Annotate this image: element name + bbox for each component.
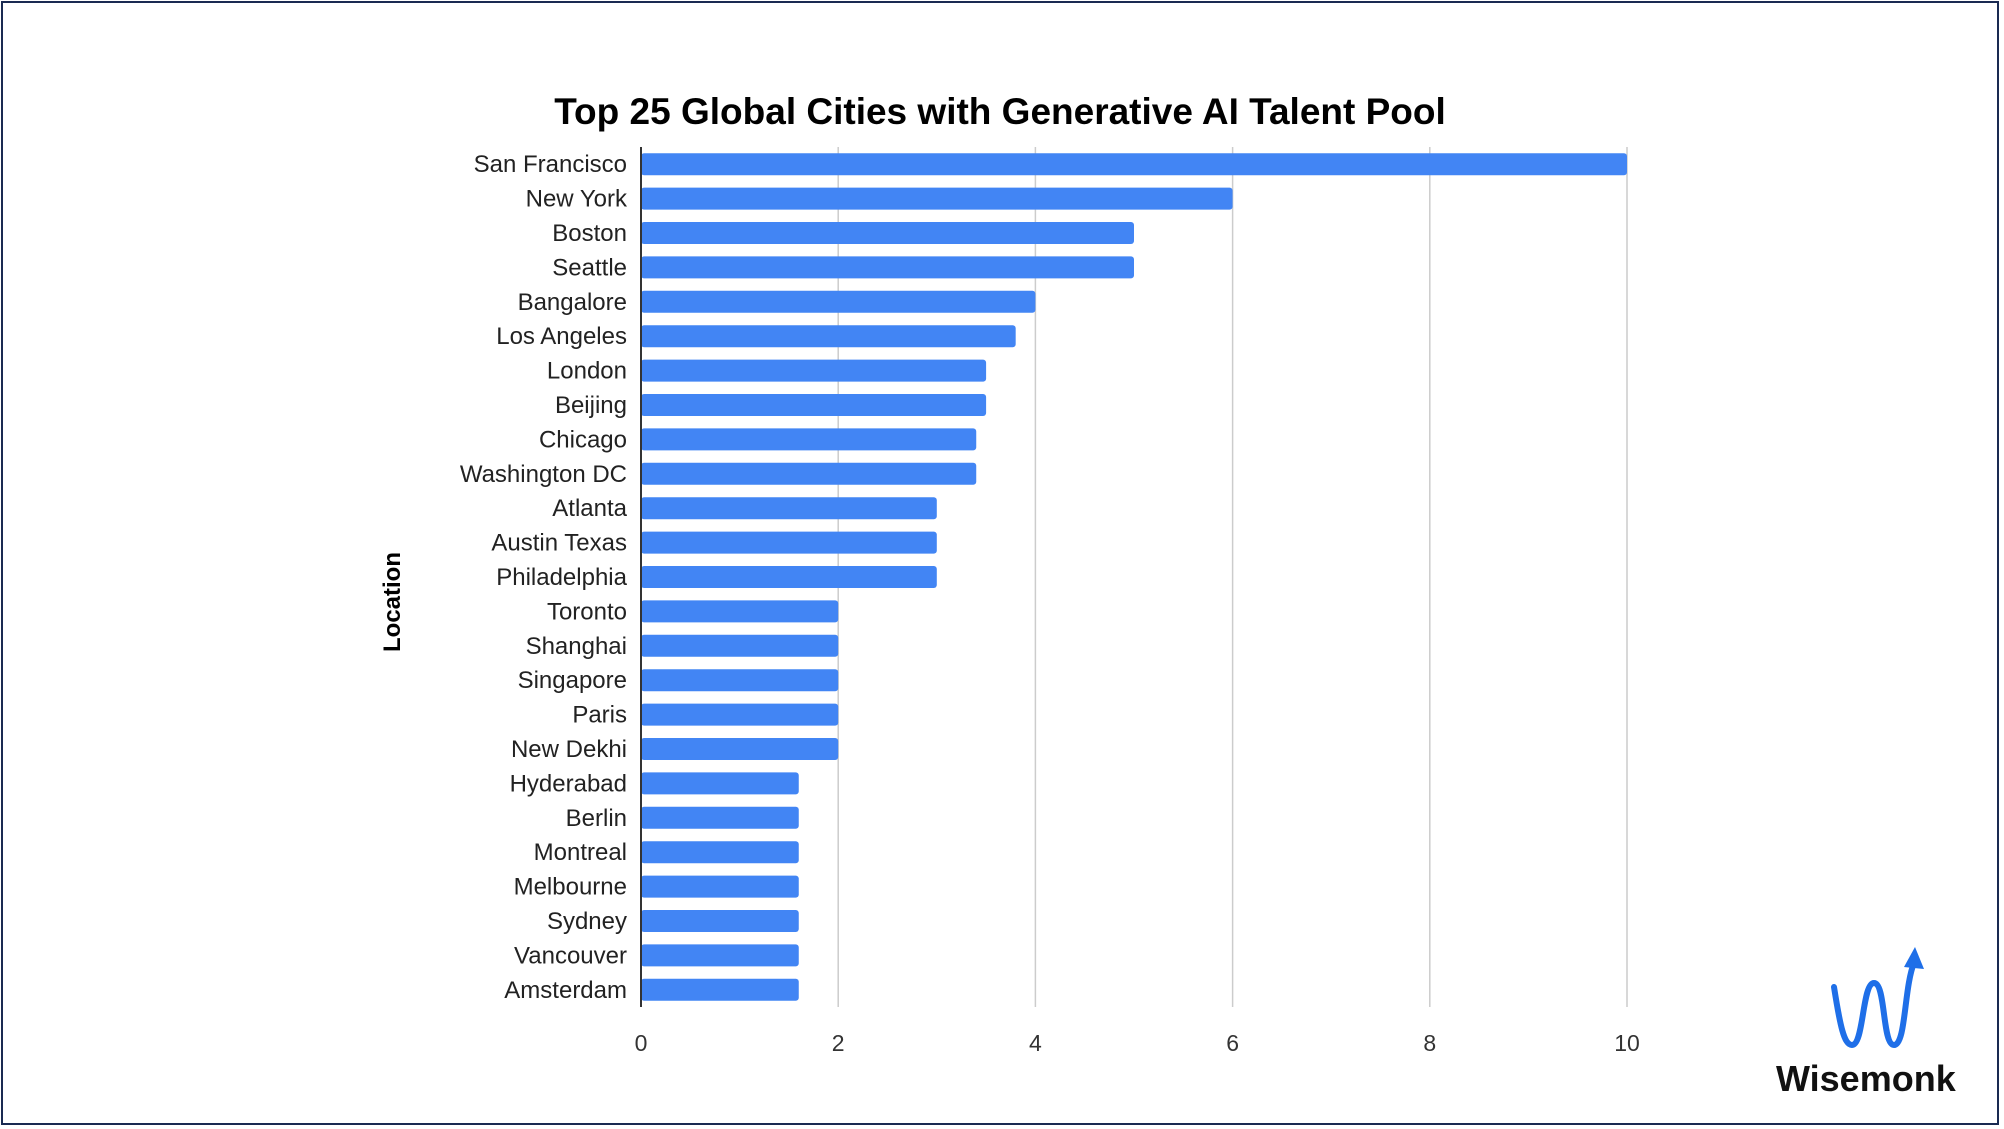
bar <box>641 875 799 898</box>
bar <box>641 359 987 382</box>
x-tick-label: 6 <box>1226 1030 1239 1056</box>
bar <box>641 462 977 485</box>
bar <box>641 222 1134 244</box>
bar <box>641 566 937 588</box>
chart-title: Top 25 Global Cities with Generative AI … <box>554 91 1446 132</box>
bar <box>641 978 799 1001</box>
bar <box>641 772 799 795</box>
category-label: Shanghai <box>526 633 627 660</box>
x-tick-label: 10 <box>1614 1030 1640 1056</box>
bar <box>641 600 839 623</box>
category-label: Atlanta <box>552 495 627 522</box>
bar <box>641 153 1627 176</box>
x-tick-label: 0 <box>635 1030 648 1056</box>
bar <box>641 841 799 864</box>
category-label: Los Angeles <box>496 323 627 350</box>
wisemonk-logo-icon <box>1831 947 1924 1048</box>
category-label: Montreal <box>534 839 627 866</box>
x-tick-label: 4 <box>1029 1030 1042 1056</box>
category-label: Sydney <box>547 908 627 935</box>
bar <box>641 634 839 657</box>
category-label: Washington DC <box>460 461 627 488</box>
category-label: London <box>547 358 627 385</box>
category-label: Boston <box>552 220 627 247</box>
category-label: Beijing <box>555 392 627 419</box>
bar <box>641 531 937 554</box>
bar <box>641 944 799 967</box>
bar <box>641 910 799 932</box>
bar <box>641 290 1036 313</box>
bar <box>641 669 839 692</box>
category-label: Philadelphia <box>496 564 627 591</box>
bar <box>641 394 987 416</box>
bar <box>641 428 977 451</box>
category-label: New York <box>526 186 628 213</box>
bars <box>641 153 1627 1001</box>
category-labels: San Francisco New York Boston Seattle Bangal… <box>460 151 628 1004</box>
bar <box>641 738 839 760</box>
category-label: Singapore <box>518 667 627 694</box>
bar <box>641 187 1233 210</box>
x-tick-label: 8 <box>1423 1030 1436 1056</box>
x-tick-label: 2 <box>832 1030 845 1056</box>
category-label: Austin Texas <box>491 530 627 557</box>
category-label: Melbourne <box>514 874 627 901</box>
category-label: Amsterdam <box>504 977 627 1004</box>
category-label: New Dekhi <box>511 736 627 763</box>
bar <box>641 256 1134 279</box>
category-label: Bangalore <box>518 289 627 316</box>
category-label: Hyderabad <box>510 770 627 797</box>
bar <box>641 806 799 829</box>
category-label: Berlin <box>566 805 627 832</box>
gridlines <box>837 147 1628 1007</box>
bar <box>641 325 1016 348</box>
category-label: Seattle <box>552 254 627 281</box>
bar <box>641 497 937 520</box>
category-label: Toronto <box>547 598 627 625</box>
wisemonk-logo-text: Wisemonk <box>1776 1058 1956 1099</box>
category-label: San Francisco <box>474 151 627 178</box>
y-axis-title: Location <box>379 552 406 652</box>
x-tick-labels: 0 2 4 6 8 10 <box>635 1030 1640 1056</box>
category-label: Vancouver <box>514 942 627 969</box>
bar <box>641 703 839 726</box>
category-label: Paris <box>572 702 627 729</box>
category-label: Chicago <box>539 426 627 453</box>
